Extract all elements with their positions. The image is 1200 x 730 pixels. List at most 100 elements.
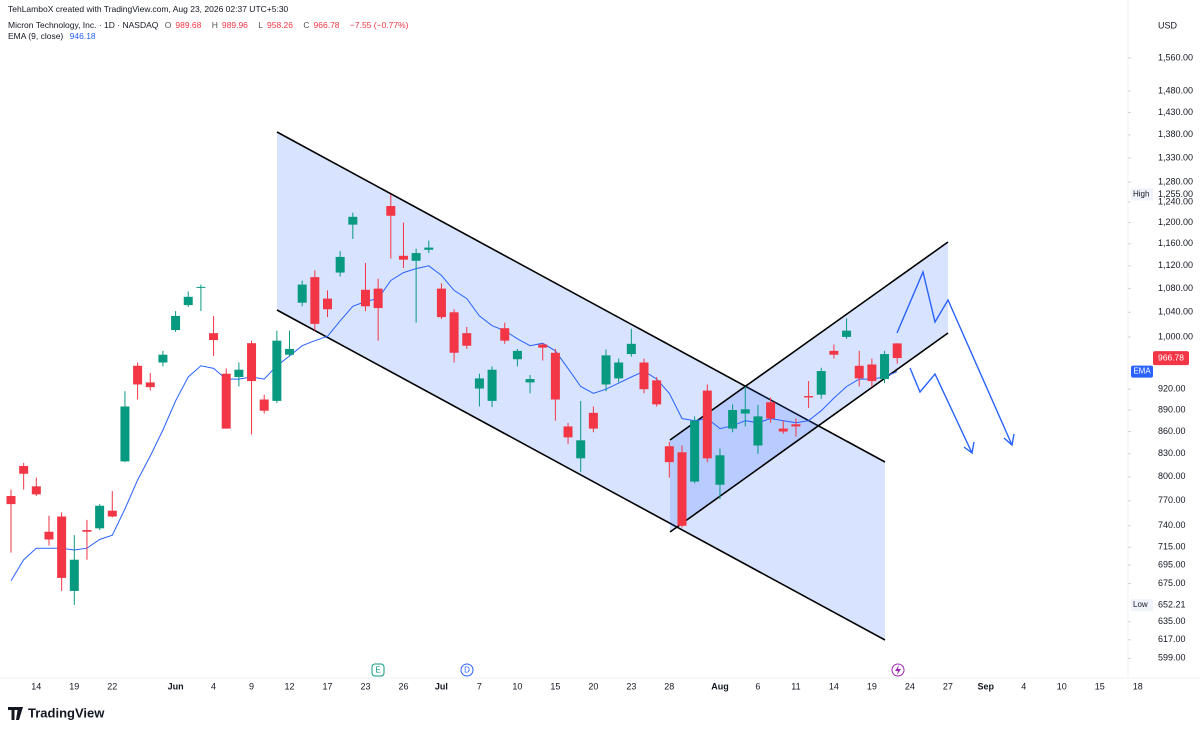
candle-body <box>120 406 130 462</box>
marker-box <box>1131 598 1153 611</box>
y-tick-label: 920.00 <box>1158 384 1186 394</box>
event-glyph <box>895 665 901 675</box>
candle-body <box>740 409 750 414</box>
candle-body <box>436 288 446 318</box>
candle-body <box>854 365 864 379</box>
x-tick-label: 7 <box>477 681 482 691</box>
candle-body <box>360 289 370 307</box>
brand-name: TradingView <box>28 705 105 720</box>
y-tick-label: 635.00 <box>1158 616 1186 626</box>
y-tick-label: 1,280.00 <box>1158 176 1193 186</box>
candle-body <box>715 455 725 485</box>
x-tick-label: 19 <box>69 681 79 691</box>
x-tick-label: 24 <box>905 681 915 691</box>
ohlc-value: 989.68 <box>175 20 202 30</box>
ema-tag <box>1131 365 1153 378</box>
x-tick-label: 9 <box>249 681 254 691</box>
y-tick-label: 1,080.00 <box>1158 283 1193 293</box>
y-tick-label: 617.00 <box>1158 634 1186 644</box>
marker-value: 652.21 <box>1158 599 1186 609</box>
candle-body <box>652 380 662 405</box>
x-tick-label: 23 <box>360 681 370 691</box>
y-tick-label: 830.00 <box>1158 448 1186 458</box>
y-tick-label: 1,160.00 <box>1158 238 1193 248</box>
candle-body <box>145 382 155 388</box>
y-tick-label: 1,000.00 <box>1158 331 1193 341</box>
candle-body <box>95 505 105 529</box>
candle-body <box>31 486 41 495</box>
x-tick-label: 4 <box>1021 681 1026 691</box>
y-tick-label: 1,480.00 <box>1158 85 1193 95</box>
candle-body <box>677 452 687 526</box>
y-tick-label: 770.00 <box>1158 495 1186 505</box>
marker-value: 1,255.00 <box>1158 189 1193 199</box>
ohlc-letter: L <box>258 20 264 30</box>
candle-body <box>19 465 29 474</box>
channel-line <box>276 309 886 641</box>
ema-tag-label: EMA <box>1133 367 1151 376</box>
brand-logo <box>8 707 23 720</box>
candle-body <box>133 365 143 385</box>
last-price-tag <box>1153 351 1189 366</box>
x-tick-label: 15 <box>1095 681 1105 691</box>
candle-body <box>171 315 181 331</box>
candle-body <box>474 378 484 389</box>
ema-line <box>10 265 898 581</box>
candle-body <box>880 354 890 380</box>
candle-body <box>373 288 383 309</box>
candle-body <box>462 333 472 346</box>
candle-body <box>310 277 320 324</box>
candle-body <box>728 409 738 429</box>
candle-body <box>209 333 219 341</box>
candle-body <box>842 330 852 337</box>
event-icon[interactable] <box>460 663 474 677</box>
marker-name: High <box>1133 190 1149 199</box>
candle-body <box>335 256 345 273</box>
candle-body <box>57 516 67 578</box>
ohlc-letter: O <box>164 20 172 30</box>
ohlc-letter: H <box>211 20 218 30</box>
candle-body <box>538 344 548 348</box>
candle-body <box>386 206 396 216</box>
candle-body <box>449 312 459 353</box>
credit-line: TehLamboX created with TradingView.com, … <box>8 4 292 14</box>
indicator-name: EMA (9, close) <box>8 31 64 41</box>
x-tick-label: 10 <box>1057 681 1067 691</box>
candle-body <box>804 396 814 398</box>
candle-body <box>664 446 674 463</box>
x-tick-label: Jun <box>168 681 184 691</box>
candle-body <box>829 350 839 355</box>
last-price-label: 966.78 <box>1158 352 1184 362</box>
candle-body <box>702 390 712 459</box>
credit: TehLamboX created with TradingView.com, … <box>8 4 289 14</box>
symbol: Micron Technology, Inc. · 1D · NASDAQ <box>8 20 159 30</box>
candle-body <box>550 352 560 400</box>
y-tick-label: 800.00 <box>1158 471 1186 481</box>
x-tick-label: 6 <box>755 681 760 691</box>
y-tick-label: 1,330.00 <box>1158 152 1193 162</box>
candle-body <box>892 343 902 359</box>
x-tick-label: 23 <box>626 681 636 691</box>
candle-body <box>816 371 826 395</box>
y-tick-label: 740.00 <box>1158 520 1186 530</box>
y-tick-label: 1,120.00 <box>1158 260 1193 270</box>
arrow-head <box>963 441 975 455</box>
x-tick-label: Sep <box>978 681 995 691</box>
candle-body <box>791 424 801 427</box>
y-tick-label: 599.00 <box>1158 653 1186 663</box>
candle-body <box>576 440 586 459</box>
candle-body <box>44 531 54 540</box>
x-tick-label: 4 <box>211 681 216 691</box>
indicator-line: EMA (9, close) 946.18 <box>8 31 100 41</box>
candle-body <box>6 495 16 505</box>
candle-body <box>500 328 510 341</box>
event-icon[interactable] <box>371 663 385 677</box>
candle-body <box>626 343 636 355</box>
y-tick-label: 1,200.00 <box>1158 217 1193 227</box>
event-label: E <box>375 666 380 675</box>
event-label: D <box>464 666 470 675</box>
candle-body <box>82 530 92 532</box>
ohlc-letter: C <box>303 20 310 30</box>
candle-body <box>323 298 332 310</box>
